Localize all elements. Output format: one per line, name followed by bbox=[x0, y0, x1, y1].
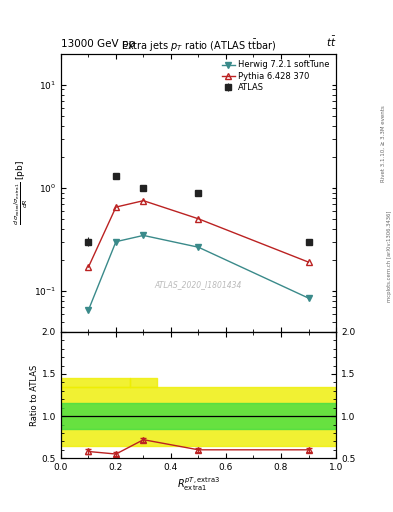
Herwig 7.2.1 softTune bbox=[114, 239, 118, 245]
Line: Herwig 7.2.1 softTune: Herwig 7.2.1 softTune bbox=[85, 232, 312, 313]
Pythia 6.428 370 bbox=[114, 204, 118, 210]
Y-axis label: Ratio to ATLAS: Ratio to ATLAS bbox=[30, 365, 39, 425]
X-axis label: $R_{\rm extra1}^{pT,{\rm extra}3}$: $R_{\rm extra1}^{pT,{\rm extra}3}$ bbox=[177, 475, 220, 493]
Bar bbox=[61, 387, 336, 445]
Pythia 6.428 370 bbox=[141, 198, 146, 204]
Text: $t\bar{t}$: $t\bar{t}$ bbox=[325, 34, 336, 49]
Pythia 6.428 370 bbox=[196, 216, 201, 222]
Herwig 7.2.1 softTune bbox=[306, 295, 311, 301]
Herwig 7.2.1 softTune bbox=[141, 232, 146, 239]
Text: Rivet 3.1.10, ≥ 3.3M events: Rivet 3.1.10, ≥ 3.3M events bbox=[381, 105, 386, 182]
Text: 13000 GeV pp: 13000 GeV pp bbox=[61, 38, 135, 49]
Y-axis label: $\frac{d\,\sigma_{\rm extra}/\sigma_{{\rm extra}1}}{dR}$ [pb]: $\frac{d\,\sigma_{\rm extra}/\sigma_{{\r… bbox=[12, 160, 29, 225]
Text: mcplots.cern.ch [arXiv:1306.3436]: mcplots.cern.ch [arXiv:1306.3436] bbox=[387, 210, 391, 302]
Legend: Herwig 7.2.1 softTune, Pythia 6.428 370, ATLAS: Herwig 7.2.1 softTune, Pythia 6.428 370,… bbox=[220, 58, 332, 94]
Pythia 6.428 370 bbox=[86, 264, 91, 270]
Herwig 7.2.1 softTune bbox=[86, 307, 91, 313]
Line: Pythia 6.428 370: Pythia 6.428 370 bbox=[85, 198, 312, 270]
Bar bbox=[61, 403, 336, 429]
Pythia 6.428 370 bbox=[306, 259, 311, 265]
Title: Extra jets $p_T$ ratio (ATLAS t$\bar{\rm t}$bar): Extra jets $p_T$ ratio (ATLAS t$\bar{\rm… bbox=[121, 37, 276, 54]
Herwig 7.2.1 softTune bbox=[196, 244, 201, 250]
Text: ATLAS_2020_I1801434: ATLAS_2020_I1801434 bbox=[155, 280, 242, 289]
